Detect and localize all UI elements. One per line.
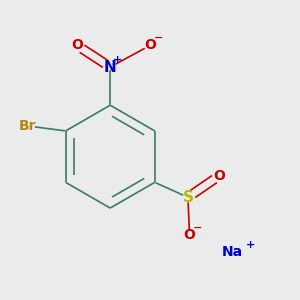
Text: O: O (214, 169, 225, 183)
Text: N: N (104, 60, 117, 75)
Text: −: − (193, 223, 203, 233)
Text: +: + (246, 240, 256, 250)
Text: Br: Br (19, 119, 36, 133)
Text: O: O (184, 228, 196, 242)
Text: S: S (182, 190, 194, 205)
Text: O: O (71, 38, 83, 52)
Text: +: + (113, 55, 122, 65)
Text: O: O (144, 38, 156, 52)
Text: −: − (154, 33, 163, 43)
Text: Na: Na (222, 245, 243, 259)
